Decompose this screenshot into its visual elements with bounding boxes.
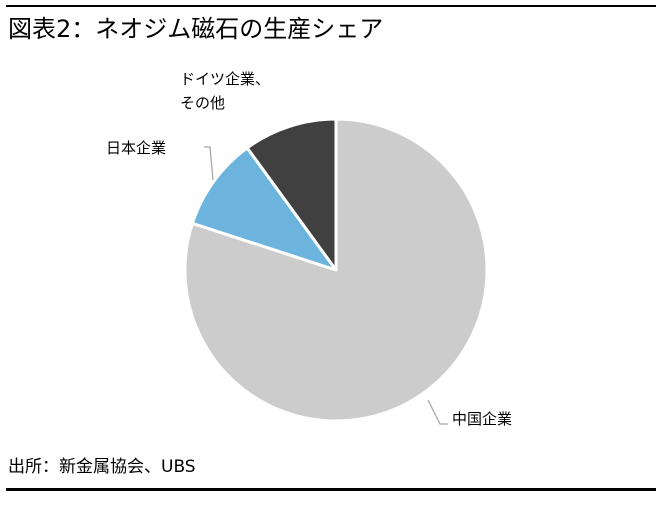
pie-slice-2 [245,117,338,272]
slice-label-0: 中国企業 [452,410,512,428]
slice-label-1: 日本企業 [106,139,166,157]
slice-label-2: ドイツ企業、その他 [180,70,270,112]
leader-line-1 [204,146,214,181]
leader-line-0 [427,399,448,425]
slice-label-line: 中国企業 [452,410,512,428]
pie-slice-1 [190,146,338,272]
slice-label-line: ドイツ企業、 [180,70,270,88]
slice-label-line: 日本企業 [106,139,166,157]
top-rule [6,5,656,7]
slice-label-line: その他 [180,94,225,112]
source-note: 出所：新金属協会、UBS [8,457,196,477]
chart-title: 図表2：ネオジム磁石の生産シェア [8,15,384,43]
bottom-rule [6,488,656,491]
